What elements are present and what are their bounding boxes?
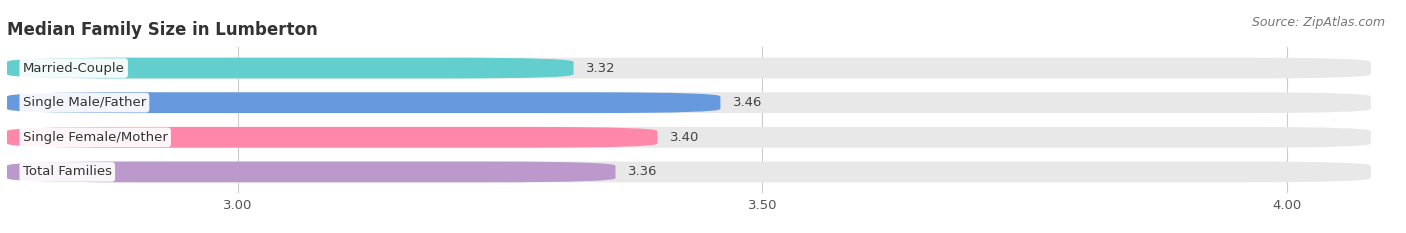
Text: 3.40: 3.40 <box>671 131 699 144</box>
Text: Source: ZipAtlas.com: Source: ZipAtlas.com <box>1251 16 1385 29</box>
Text: Single Female/Mother: Single Female/Mother <box>22 131 167 144</box>
Text: Single Male/Father: Single Male/Father <box>22 96 146 109</box>
FancyBboxPatch shape <box>7 161 1371 182</box>
Text: 3.46: 3.46 <box>733 96 762 109</box>
FancyBboxPatch shape <box>7 92 720 113</box>
FancyBboxPatch shape <box>7 92 1371 113</box>
Text: 3.36: 3.36 <box>628 165 658 178</box>
Text: Married-Couple: Married-Couple <box>22 62 125 75</box>
FancyBboxPatch shape <box>7 161 616 182</box>
FancyBboxPatch shape <box>7 127 658 148</box>
FancyBboxPatch shape <box>7 58 1371 79</box>
FancyBboxPatch shape <box>7 58 574 79</box>
FancyBboxPatch shape <box>7 127 1371 148</box>
Text: Median Family Size in Lumberton: Median Family Size in Lumberton <box>7 21 318 39</box>
Text: 3.32: 3.32 <box>586 62 616 75</box>
Text: Total Families: Total Families <box>22 165 111 178</box>
